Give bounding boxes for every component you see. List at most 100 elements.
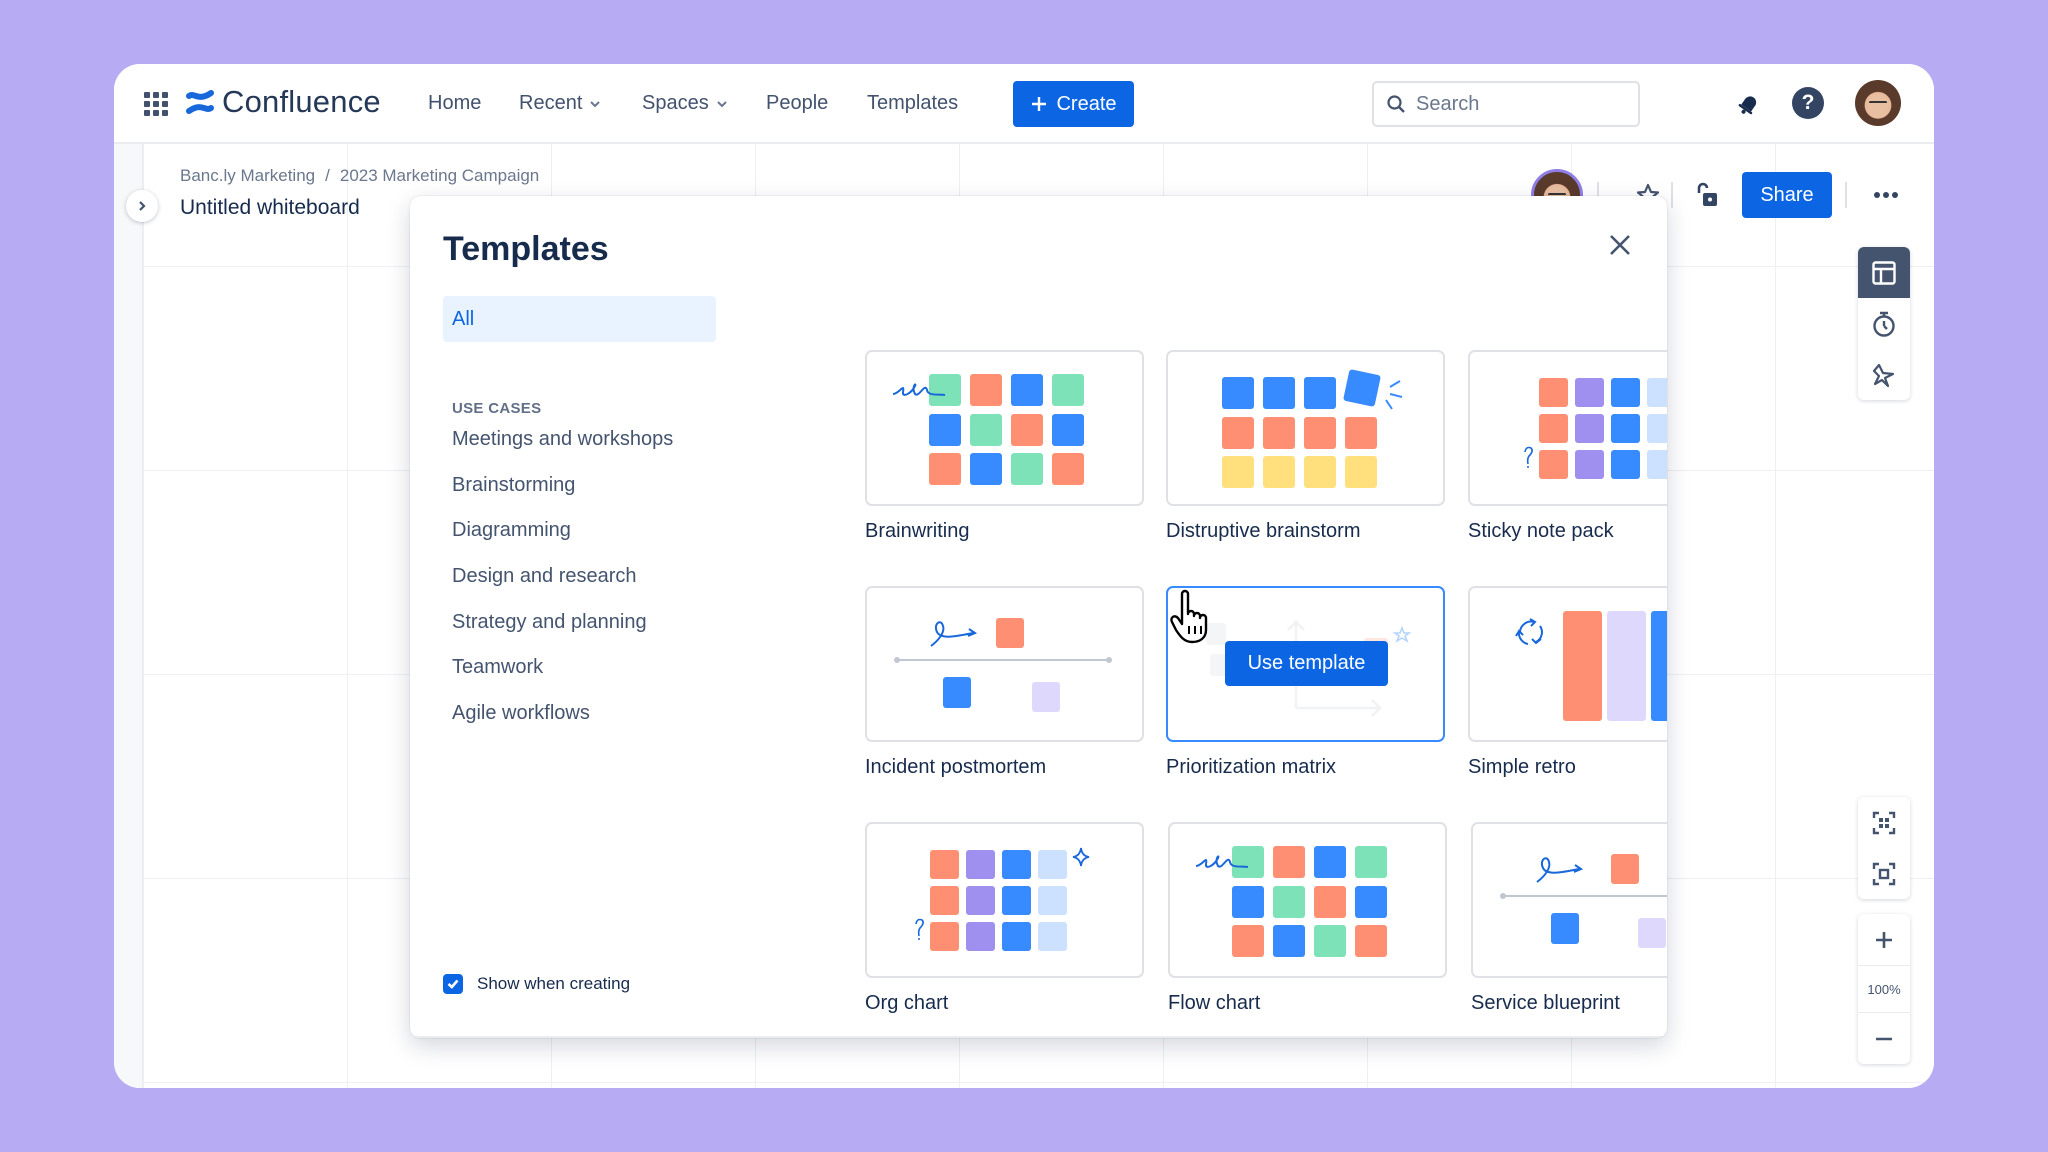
- zoom-controls: 100%: [1858, 914, 1910, 1064]
- timer-tool[interactable]: [1858, 298, 1910, 349]
- category-agile[interactable]: Agile workflows: [452, 701, 590, 724]
- nav-recent-label: Recent: [519, 92, 583, 114]
- separator: [1845, 182, 1847, 208]
- template-name: Prioritization matrix: [1166, 756, 1337, 778]
- category-strategy-planning[interactable]: Strategy and planning: [452, 610, 647, 633]
- templates-icon: [1872, 260, 1896, 285]
- category-design-research[interactable]: Design and research: [452, 565, 637, 588]
- close-button[interactable]: [1605, 230, 1635, 260]
- help-button[interactable]: ?: [1792, 87, 1824, 119]
- nav-spaces[interactable]: Spaces: [642, 92, 727, 115]
- breadcrumb: Banc.ly Marketing / 2023 Marketing Campa…: [180, 166, 539, 186]
- close-icon: [1610, 235, 1630, 255]
- use-template-button[interactable]: Use template: [1225, 641, 1388, 686]
- notifications-bell-icon: [1738, 96, 1757, 115]
- create-label: Create: [1056, 92, 1117, 115]
- notifications-button[interactable]: [1734, 89, 1764, 119]
- show-when-creating-toggle[interactable]: Show when creating: [443, 974, 630, 994]
- template-name: Flow chart: [1168, 992, 1261, 1014]
- template-name: Incident postmortem: [865, 756, 1047, 778]
- search-icon: [1387, 95, 1405, 113]
- modal-bottom-edge: [410, 1036, 1667, 1038]
- nav-home[interactable]: Home: [428, 92, 481, 115]
- breadcrumb-space[interactable]: Banc.ly Marketing: [180, 166, 316, 185]
- template-thumbnail: [1168, 822, 1447, 978]
- celebrate-tool[interactable]: [1858, 349, 1910, 400]
- zoom-out-button[interactable]: [1858, 1013, 1910, 1064]
- category-all-label: All: [452, 307, 475, 330]
- app-switcher-icon[interactable]: [144, 92, 168, 116]
- sparkle-icon: [1872, 363, 1895, 387]
- template-thumbnail: [1166, 350, 1445, 506]
- template-card-flow-chart[interactable]: Flow chart: [1168, 822, 1447, 1015]
- chevron-right-icon: [139, 201, 146, 211]
- nav-people[interactable]: People: [766, 92, 828, 115]
- more-horizontal-icon: [1874, 192, 1898, 198]
- template-thumbnail: [865, 586, 1144, 742]
- template-card-service-blueprint[interactable]: Service blueprint: [1471, 822, 1667, 1015]
- focus-icon: [1872, 862, 1896, 885]
- restrictions-button[interactable]: [1692, 180, 1722, 210]
- share-button[interactable]: Share: [1742, 172, 1832, 218]
- minus-icon: [1876, 1037, 1892, 1040]
- template-card-org-chart[interactable]: Org chart: [865, 822, 1144, 1015]
- template-card-simple-retro[interactable]: Simple retro: [1468, 586, 1667, 779]
- templates-tool[interactable]: [1858, 247, 1910, 298]
- profile-avatar[interactable]: [1855, 80, 1901, 126]
- page-title[interactable]: Untitled whiteboard: [180, 196, 360, 219]
- app-name: Confluence: [222, 84, 381, 119]
- expand-sidebar-button[interactable]: [126, 190, 158, 222]
- template-card-brainwriting[interactable]: Brainwriting: [865, 350, 1144, 543]
- confluence-logo[interactable]: Confluence: [186, 84, 381, 120]
- template-name: Service blueprint: [1471, 992, 1620, 1014]
- nav-spaces-label: Spaces: [642, 92, 709, 114]
- separator: [1671, 182, 1673, 208]
- category-brainstorming[interactable]: Brainstorming: [452, 473, 576, 496]
- create-button[interactable]: Create: [1013, 81, 1134, 127]
- category-all[interactable]: All: [443, 296, 716, 342]
- template-name: Simple retro: [1468, 756, 1576, 778]
- checkmark-icon: [447, 979, 459, 989]
- search-input[interactable]: [1416, 92, 1616, 116]
- show-when-creating-label: Show when creating: [477, 974, 631, 993]
- fit-to-screen-button[interactable]: [1858, 797, 1910, 848]
- confluence-logo-icon: [186, 90, 214, 114]
- template-thumbnail: [865, 822, 1144, 978]
- separator: [1597, 182, 1599, 208]
- left-rail: [114, 144, 143, 1088]
- category-teamwork[interactable]: Teamwork: [452, 656, 544, 679]
- whiteboard-tools: [1858, 247, 1910, 400]
- zoom-in-button[interactable]: [1858, 914, 1910, 965]
- template-name: Sticky note pack: [1468, 520, 1614, 542]
- chevron-down-icon: [590, 100, 601, 107]
- app-window: Confluence Home Recent Spaces People Tem…: [114, 64, 1934, 1088]
- use-cases-heading: USE CASES: [452, 400, 542, 417]
- help-icon: ?: [1801, 91, 1815, 114]
- more-actions-button[interactable]: [1868, 180, 1904, 210]
- template-name: Org chart: [865, 992, 949, 1014]
- focus-button[interactable]: [1858, 848, 1910, 899]
- search-field[interactable]: [1372, 81, 1640, 127]
- template-thumbnail: [1471, 822, 1667, 978]
- nav-templates-label: Templates: [867, 92, 959, 114]
- breadcrumb-parent[interactable]: 2023 Marketing Campaign: [339, 166, 540, 185]
- template-thumbnail: [1468, 350, 1667, 506]
- plus-icon: [1876, 931, 1892, 948]
- template-card-incident-postmortem[interactable]: Incident postmortem: [865, 586, 1144, 779]
- nav-recent[interactable]: Recent: [519, 92, 601, 115]
- nav-home-label: Home: [428, 92, 482, 114]
- view-tools: [1858, 797, 1910, 899]
- top-navigation: Confluence Home Recent Spaces People Tem…: [114, 64, 1934, 144]
- category-meetings[interactable]: Meetings and workshops: [452, 428, 674, 451]
- show-when-creating-checkbox[interactable]: [443, 974, 463, 994]
- templates-modal: Templates All USE CASES Meetings and wor…: [410, 196, 1667, 1038]
- template-thumbnail: Use template: [1166, 586, 1445, 742]
- template-name: Brainwriting: [865, 520, 970, 542]
- nav-templates[interactable]: Templates: [867, 92, 958, 115]
- category-diagramming[interactable]: Diagramming: [452, 519, 571, 542]
- template-card-prioritization-matrix[interactable]: Use template Prioritization matrix: [1166, 586, 1445, 779]
- template-categories: All USE CASES Meetings and workshops Bra…: [443, 296, 716, 736]
- template-card-disruptive-brainstorm[interactable]: Distruptive brainstorm: [1166, 350, 1445, 543]
- template-card-sticky-note-pack[interactable]: Sticky note pack: [1468, 350, 1667, 543]
- nav-people-label: People: [766, 92, 829, 114]
